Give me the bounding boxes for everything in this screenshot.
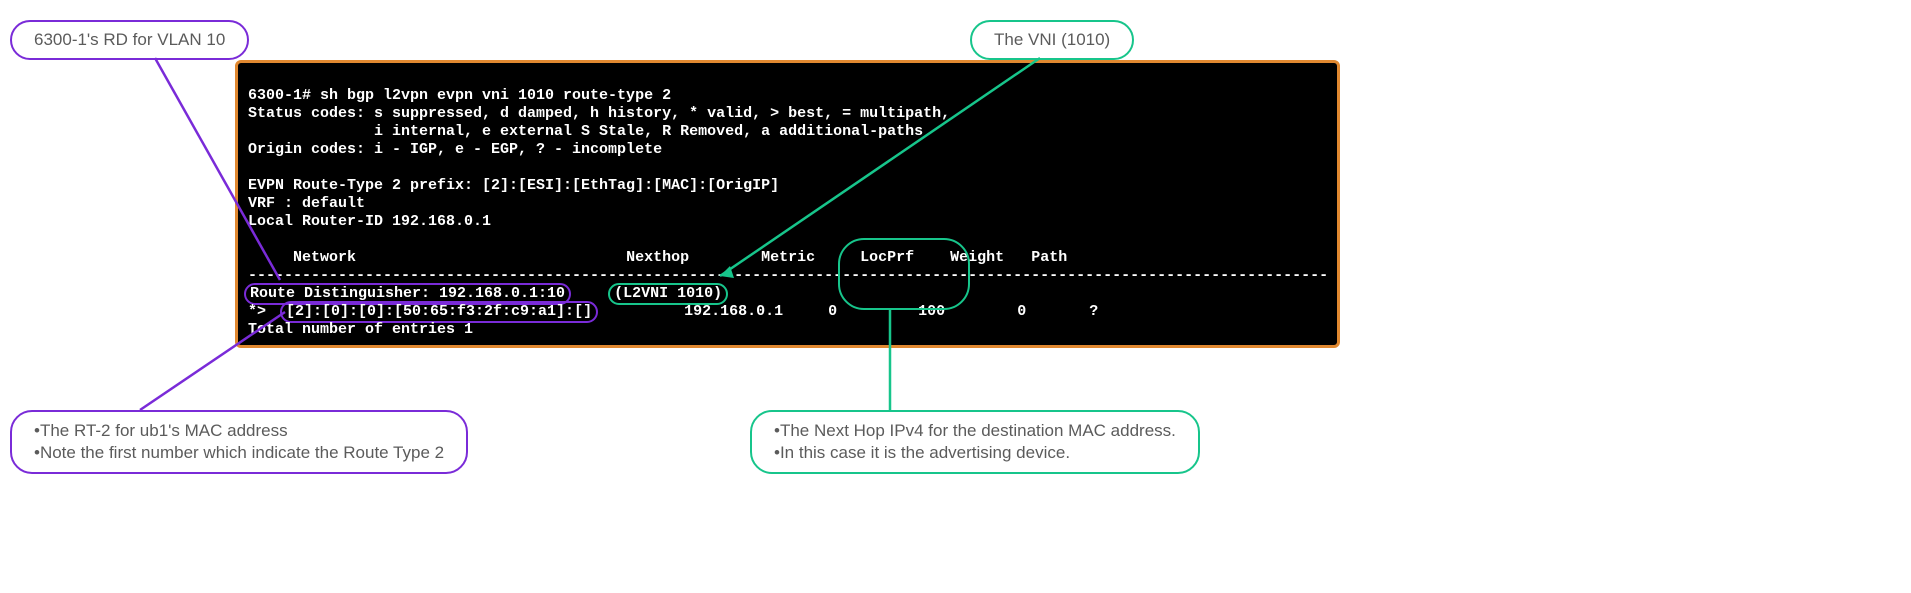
callout-vni-text: The VNI (1010) [994,30,1110,49]
term-rd: Route Distinguisher: 192.168.0.1:10 [250,285,565,302]
highlight-rt2: [2]:[0]:[0]:[50:65:f3:2f:c9:a1]:[] [280,301,598,323]
term-total: Total number of entries 1 [248,321,473,338]
term-flags: *> [248,303,284,320]
term-hdr-network: Network [248,249,356,266]
term-hr: ----------------------------------------… [248,267,1328,284]
callout-nexthop: •The Next Hop IPv4 for the destination M… [750,410,1200,474]
callout-rt2: •The RT-2 for ub1's MAC address •Note th… [10,410,468,474]
term-line-3: i internal, e external S Stale, R Remove… [248,123,923,140]
term-locprf: 100 [918,303,945,320]
callout-vni: The VNI (1010) [970,20,1134,60]
term-line-4: Origin codes: i - IGP, e - EGP, ? - inco… [248,141,662,158]
term-line-8: Local Router-ID 192.168.0.1 [248,213,491,230]
term-hdr-locprf: LocPrf [860,249,914,266]
term-line-6: EVPN Route-Type 2 prefix: [2]:[ESI]:[Eth… [248,177,779,194]
term-weight: 0 [1017,303,1026,320]
callout-rd: 6300-1's RD for VLAN 10 [10,20,249,60]
term-hdr-metric: Metric [761,249,815,266]
callout-rd-text: 6300-1's RD for VLAN 10 [34,30,225,49]
callout-nh-line1: •The Next Hop IPv4 for the destination M… [774,421,1176,440]
term-path: ? [1089,303,1098,320]
term-hdr-path: Path [1031,249,1067,266]
terminal-window: 6300-1# sh bgp l2vpn evpn vni 1010 route… [235,60,1340,348]
term-hdr-weight: Weight [950,249,1004,266]
term-l2vni: (L2VNI 1010) [614,285,722,302]
term-line-1: 6300-1# sh bgp l2vpn evpn vni 1010 route… [248,87,671,104]
term-line-2: Status codes: s suppressed, d damped, h … [248,105,950,122]
term-rt2: [2]:[0]:[0]:[50:65:f3:2f:c9:a1]:[] [286,303,592,320]
term-hdr-nexthop: Nexthop [626,249,689,266]
callout-rt2-line1: •The RT-2 for ub1's MAC address [34,421,288,440]
term-nh: 192.168.0.1 [684,303,783,320]
term-metric: 0 [828,303,837,320]
highlight-l2vni: (L2VNI 1010) [608,283,728,305]
callout-nh-line2: •In this case it is the advertising devi… [774,443,1070,462]
term-line-7: VRF : default [248,195,365,212]
callout-rt2-line2: •Note the first number which indicate th… [34,443,444,462]
